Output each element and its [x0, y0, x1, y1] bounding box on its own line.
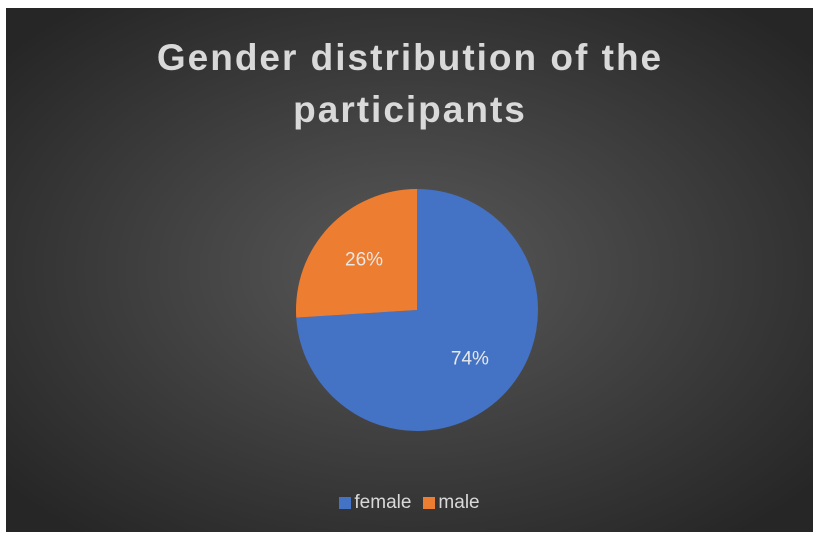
legend-label: female: [354, 492, 412, 513]
legend-label: male: [438, 492, 480, 513]
pie-slice: [296, 189, 417, 318]
legend-swatch: [339, 497, 352, 509]
data-label: 74%: [451, 349, 489, 370]
chart-title: Gender distribution of the participants: [156, 37, 664, 130]
legend: female male: [0, 492, 819, 514]
data-label: 26%: [345, 249, 383, 270]
pie-slice: [296, 189, 538, 431]
legend-swatch: [423, 497, 436, 509]
legend-item: male: [423, 492, 480, 514]
legend-item: female: [339, 492, 411, 514]
